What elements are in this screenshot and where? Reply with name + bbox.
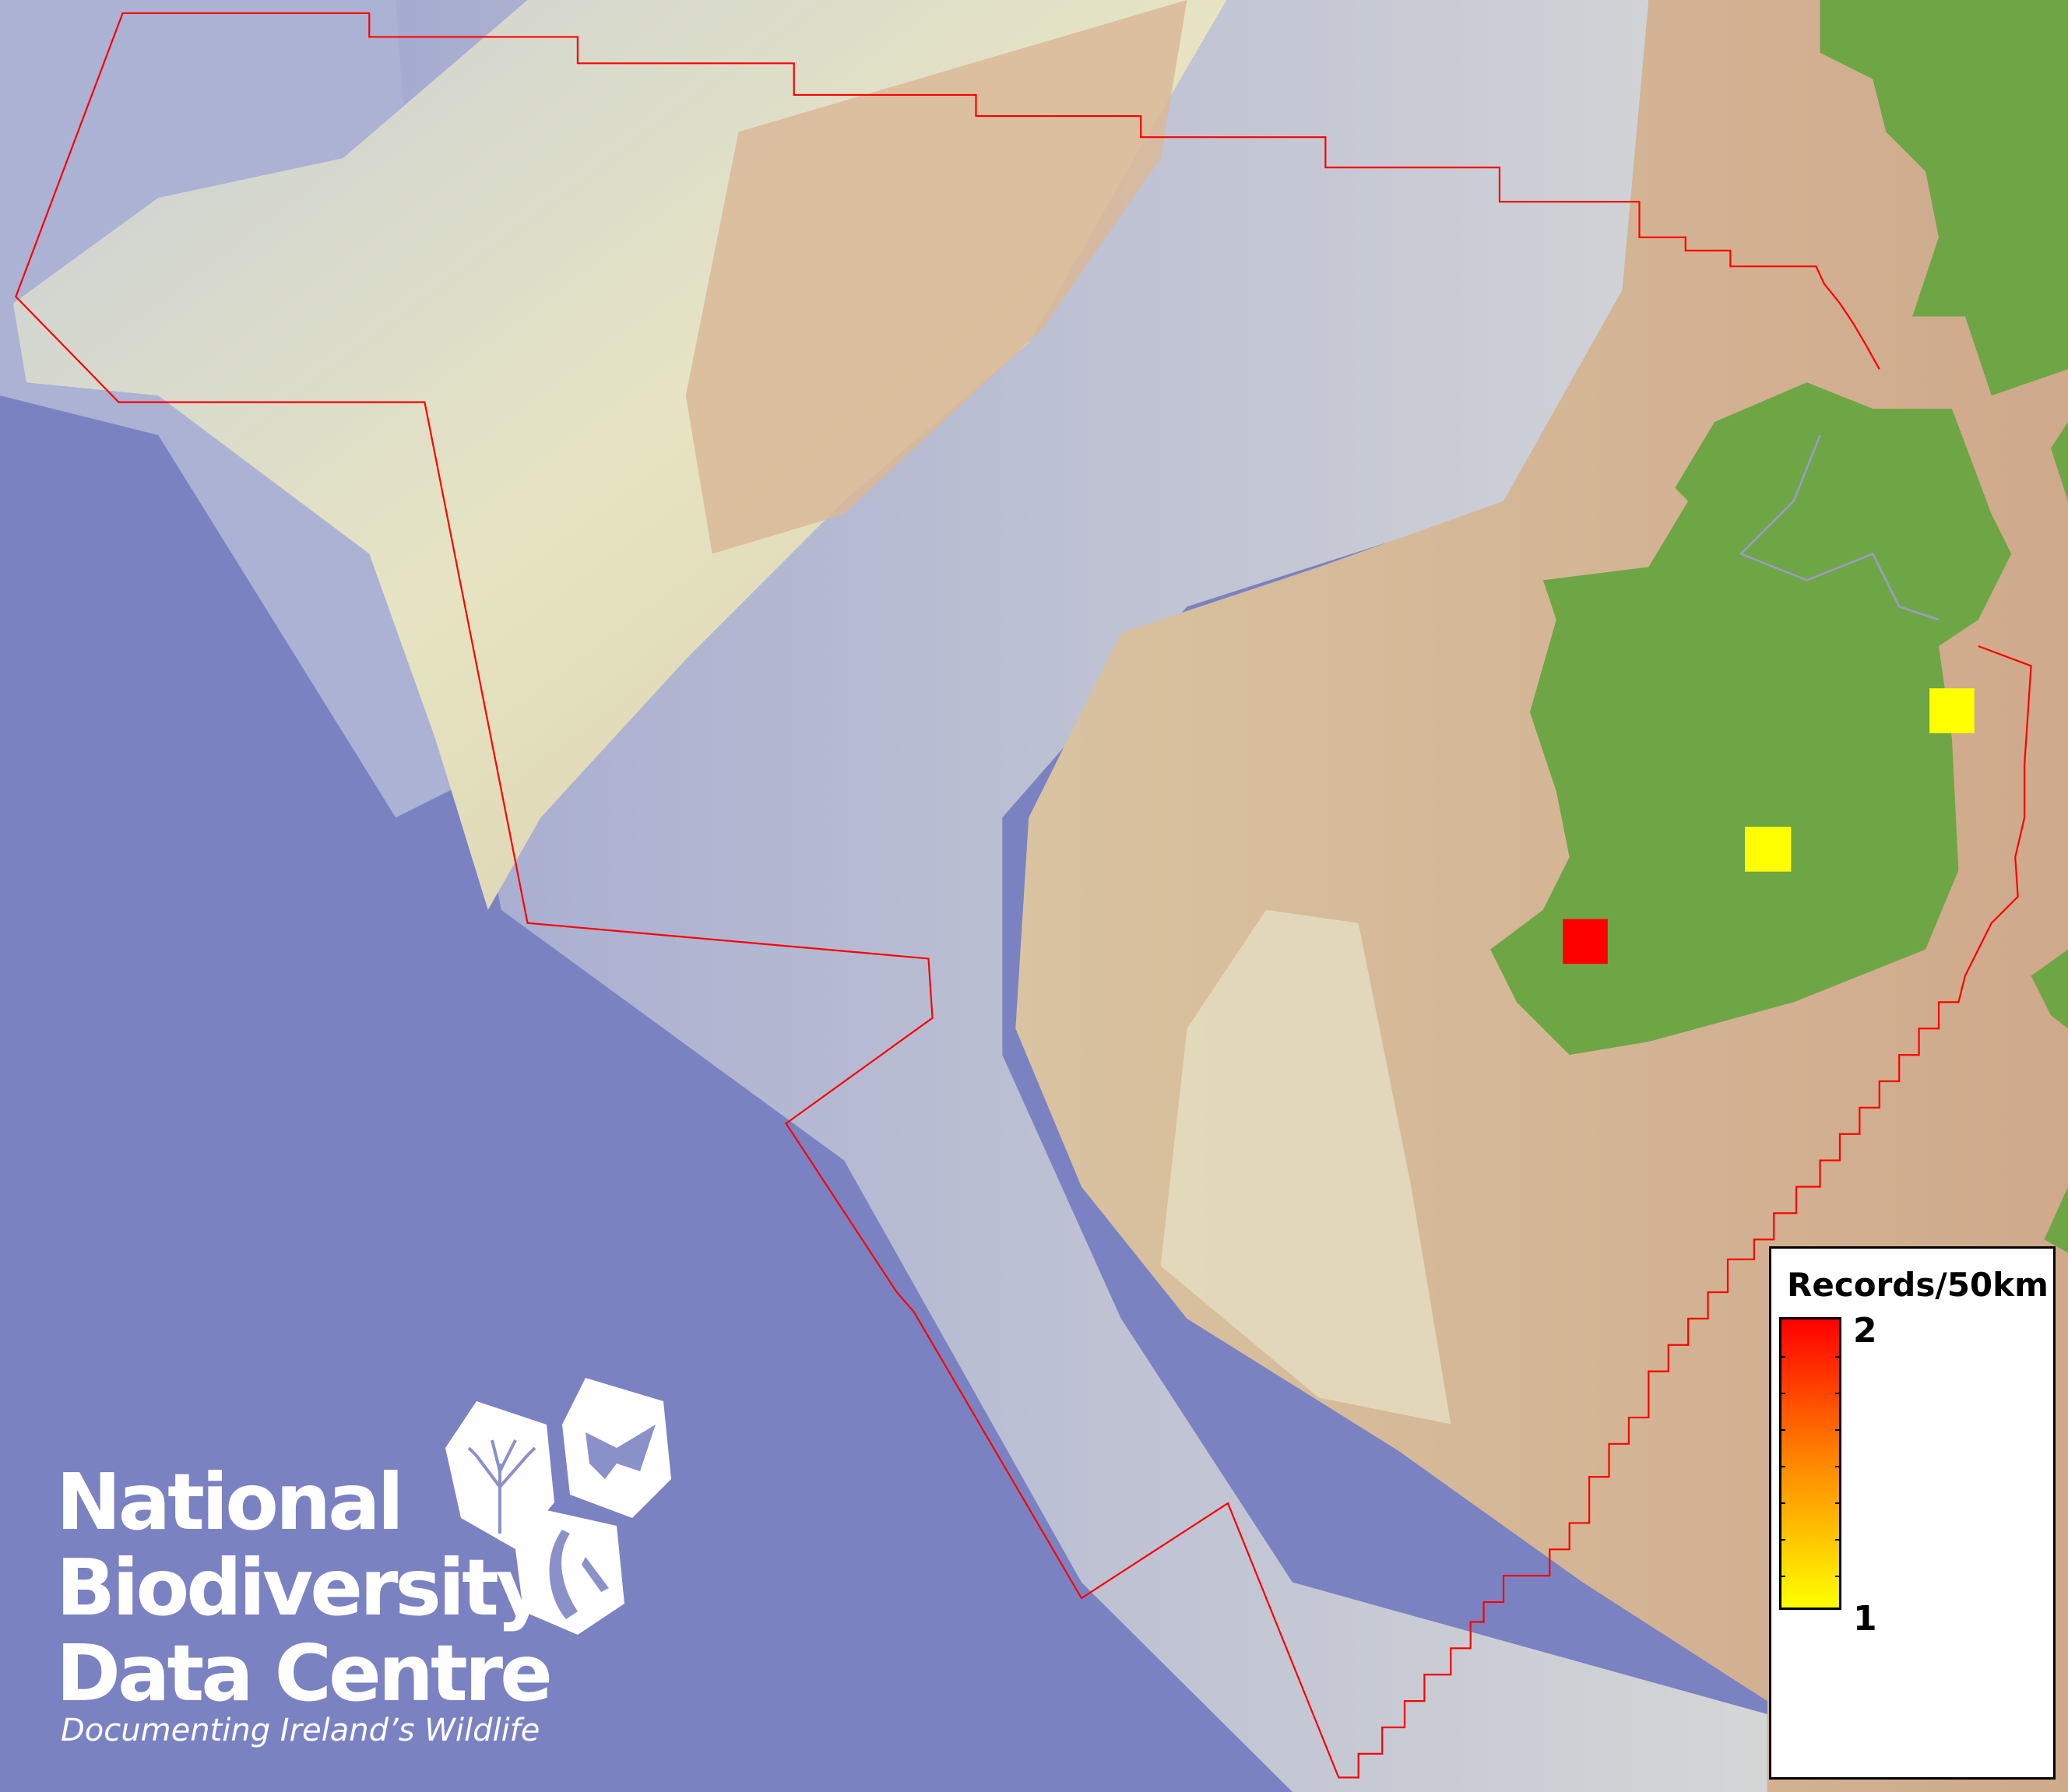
logo-hexagons	[445, 1378, 671, 1635]
nbdc-logo: National Biodiversity Data Centre Docume…	[56, 1378, 710, 1767]
grid-cell-east[interactable]	[1929, 688, 1975, 733]
porcupine-bank	[685, 0, 1187, 554]
britain-land	[1820, 0, 2068, 396]
legend-title: Records/50km	[1787, 1266, 2049, 1304]
legend-max-label: 2	[1853, 1311, 1877, 1351]
eez-boundary	[15, 12, 2032, 1779]
tree-icon	[445, 1401, 554, 1549]
logo-line-3: Data Centre	[56, 1628, 553, 1719]
record-grid-cells	[1563, 688, 1975, 965]
northern-ireland-border	[1739, 434, 1940, 621]
legend: Records/50km 2 1	[1769, 1246, 2056, 1780]
logo-tagline: Documenting Ireland’s Wildlife	[61, 1713, 540, 1748]
grid-cell-midland[interactable]	[1745, 827, 1792, 872]
porcupine-seabight	[1160, 909, 1451, 1425]
grid-cell-southwest[interactable]	[1563, 919, 1608, 965]
ireland-land	[1490, 382, 2012, 1056]
legend-min-label: 1	[1853, 1599, 1877, 1639]
butterfly-icon	[562, 1378, 671, 1518]
logo-line-1: National	[56, 1456, 404, 1548]
legend-color-ramp	[1779, 1317, 1841, 1610]
logo-line-2: Biodiversity	[56, 1542, 547, 1633]
seahorse-icon	[515, 1510, 624, 1635]
